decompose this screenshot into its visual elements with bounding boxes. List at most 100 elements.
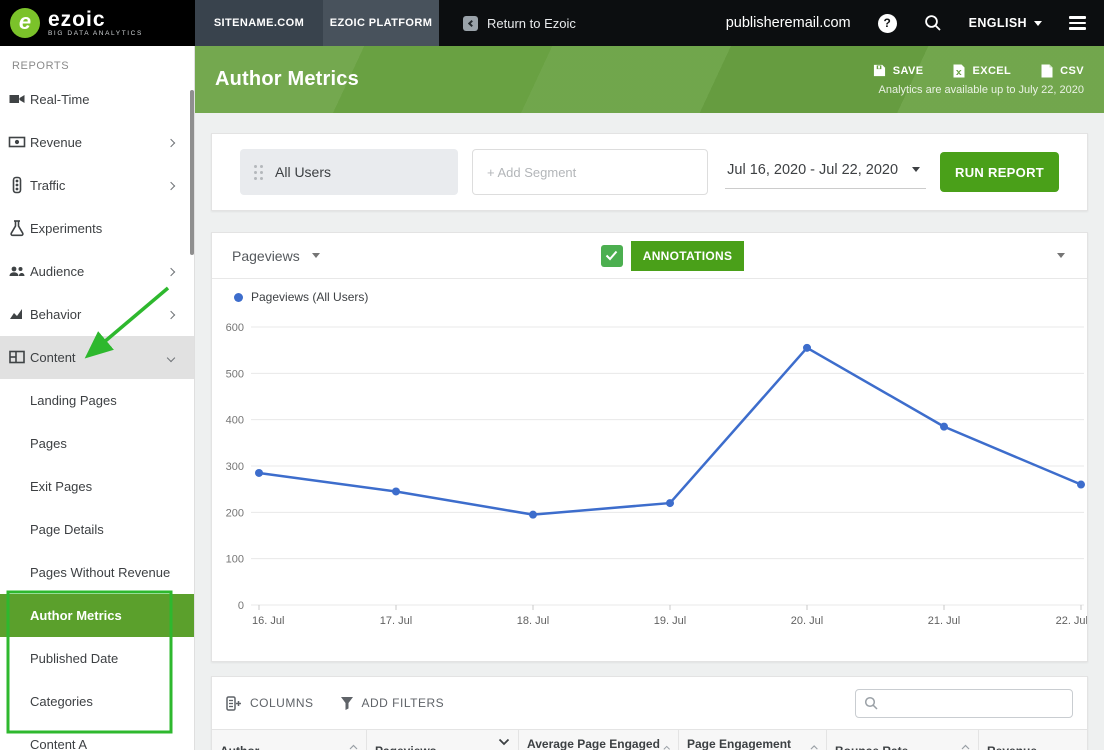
sidebar-scrollbar[interactable] xyxy=(190,90,194,255)
chart-legend: Pageviews (All Users) xyxy=(212,279,1087,299)
columns-icon xyxy=(226,696,242,711)
sort-icon xyxy=(961,744,970,750)
chevron-down-icon xyxy=(912,167,920,172)
excel-export-button[interactable]: EXCEL xyxy=(953,64,1011,78)
tab-ezoic-platform[interactable]: EZOIC PLATFORM xyxy=(323,0,439,46)
sidebar-subitem-label: Pages Without Revenue xyxy=(30,565,170,580)
search-icon[interactable] xyxy=(924,14,942,32)
column-header-average-page-engaged-time[interactable]: Average Page Engaged Time xyxy=(518,730,678,750)
metric-selector-label: Pageviews xyxy=(232,248,300,264)
sidebar-subitem-label: Page Details xyxy=(30,522,104,537)
sidebar-item-label: Behavior xyxy=(30,307,81,322)
save-icon xyxy=(873,64,886,77)
sidebar-subitem-page-details[interactable]: Page Details xyxy=(0,508,194,551)
chevron-right-icon xyxy=(167,181,175,189)
svg-text:21. Jul: 21. Jul xyxy=(928,615,960,627)
main-content: Author Metrics SAVE EXCEL CSV xyxy=(195,46,1104,750)
chevron-down-icon[interactable] xyxy=(1057,253,1065,258)
metric-selector-dropdown[interactable]: Pageviews xyxy=(232,248,320,264)
sidebar-subitem-content-a-clipped[interactable]: Content A xyxy=(0,723,194,750)
sidebar-item-traffic[interactable]: Traffic xyxy=(0,164,194,207)
svg-text:19. Jul: 19. Jul xyxy=(654,615,686,627)
sort-icon xyxy=(349,744,358,750)
column-label: Pageviews xyxy=(375,744,436,750)
tab-sitename[interactable]: SITENAME.COM xyxy=(195,0,323,46)
csv-icon xyxy=(1041,64,1053,78)
annotations-checkbox[interactable] xyxy=(601,245,623,267)
help-icon[interactable] xyxy=(878,14,897,33)
sidebar-subitem-pages-without-revenue[interactable]: Pages Without Revenue xyxy=(0,551,194,594)
brand-tagline: BIG DATA ANALYTICS xyxy=(48,30,143,37)
column-header-page-engagement-rate[interactable]: Page Engagement Rate xyxy=(678,730,826,750)
table-toolbar: COLUMNS ADD FILTERS xyxy=(212,677,1087,729)
page-title: Author Metrics xyxy=(215,68,359,91)
chevron-right-icon xyxy=(167,310,175,318)
audience-icon xyxy=(8,262,26,280)
menu-icon[interactable] xyxy=(1069,16,1086,30)
table-search-box xyxy=(855,689,1073,718)
drag-handle-icon xyxy=(254,165,263,180)
segment-chip-all-users[interactable]: All Users xyxy=(240,149,458,195)
column-label: Average Page Engaged Time xyxy=(527,737,663,750)
sidebar-item-real-time[interactable]: Real-Time xyxy=(0,78,194,121)
column-header-pageviews[interactable]: Pageviews xyxy=(366,730,518,750)
return-to-ezoic-link[interactable]: Return to Ezoic xyxy=(463,0,576,46)
columns-button[interactable]: COLUMNS xyxy=(226,696,314,711)
sidebar-subitem-label: Published Date xyxy=(30,651,118,666)
column-header-author[interactable]: Author xyxy=(212,730,366,750)
sidebar-subitem-label: Exit Pages xyxy=(30,479,92,494)
column-label: Page Engagement Rate xyxy=(687,737,810,750)
search-icon xyxy=(864,696,878,710)
top-navigation-bar: e ezoic BIG DATA ANALYTICS SITENAME.COM … xyxy=(0,0,1104,46)
annotations-button[interactable]: ANNOTATIONS xyxy=(631,241,745,271)
availability-note: Analytics are available up to July 22, 2… xyxy=(873,84,1084,96)
svg-text:0: 0 xyxy=(238,600,244,612)
sidebar-item-experiments[interactable]: Experiments xyxy=(0,207,194,250)
sidebar-item-behavior[interactable]: Behavior xyxy=(0,293,194,336)
sort-icon xyxy=(810,744,818,750)
filter-funnel-icon xyxy=(340,696,354,710)
sort-desc-icon xyxy=(498,738,510,746)
brand-name: ezoic xyxy=(48,10,143,30)
sidebar-item-audience[interactable]: Audience xyxy=(0,250,194,293)
csv-export-button[interactable]: CSV xyxy=(1041,64,1084,78)
sidebar-subitem-exit-pages[interactable]: Exit Pages xyxy=(0,465,194,508)
svg-text:17. Jul: 17. Jul xyxy=(380,615,412,627)
date-range-picker[interactable]: Jul 16, 2020 - Jul 22, 2020 xyxy=(725,156,926,189)
save-label: SAVE xyxy=(893,65,924,77)
account-email[interactable]: publisheremail.com xyxy=(726,15,851,31)
back-icon xyxy=(463,16,478,31)
ezoic-analytics-app: e ezoic BIG DATA ANALYTICS SITENAME.COM … xyxy=(0,0,1104,750)
sidebar-subitem-pages[interactable]: Pages xyxy=(0,422,194,465)
sidebar-subitem-published-date[interactable]: Published Date xyxy=(0,637,194,680)
save-button[interactable]: SAVE xyxy=(873,64,924,77)
sidebar-subitem-landing-pages[interactable]: Landing Pages xyxy=(0,379,194,422)
checkmark-icon xyxy=(605,250,618,261)
experiments-icon xyxy=(8,219,26,237)
table-search-input[interactable] xyxy=(884,696,1064,710)
legend-dot xyxy=(234,293,243,302)
content-icon xyxy=(8,348,26,366)
sidebar-item-revenue[interactable]: Revenue xyxy=(0,121,194,164)
sidebar-subitem-author-metrics[interactable]: Author Metrics xyxy=(0,594,194,637)
sidebar-subitem-label: Author Metrics xyxy=(30,608,122,623)
add-filters-button[interactable]: ADD FILTERS xyxy=(340,696,445,710)
csv-label: CSV xyxy=(1060,65,1084,77)
add-segment-input[interactable] xyxy=(472,149,708,195)
ezoic-logo[interactable]: e ezoic BIG DATA ANALYTICS xyxy=(0,0,195,46)
sidebar-item-content[interactable]: Content xyxy=(0,336,194,379)
column-header-bounce-rate[interactable]: Bounce Rate xyxy=(826,730,978,750)
sidebar-item-label: Revenue xyxy=(30,135,82,150)
column-label: Bounce Rate xyxy=(835,744,908,750)
column-header-revenue[interactable]: Revenue xyxy=(978,730,1087,750)
svg-text:16. Jul: 16. Jul xyxy=(252,615,284,627)
sidebar-subitem-categories[interactable]: Categories xyxy=(0,680,194,723)
language-selector[interactable]: ENGLISH xyxy=(969,16,1042,30)
sidebar-subitem-label: Pages xyxy=(30,436,67,451)
column-label: Revenue xyxy=(987,744,1037,750)
segment-chip-label: All Users xyxy=(275,164,331,180)
run-report-button[interactable]: RUN REPORT xyxy=(940,152,1059,192)
sidebar-subitem-label: Categories xyxy=(30,694,93,709)
sidebar-subitem-label: Content A xyxy=(30,737,87,750)
page-header: Author Metrics SAVE EXCEL CSV xyxy=(195,46,1104,113)
